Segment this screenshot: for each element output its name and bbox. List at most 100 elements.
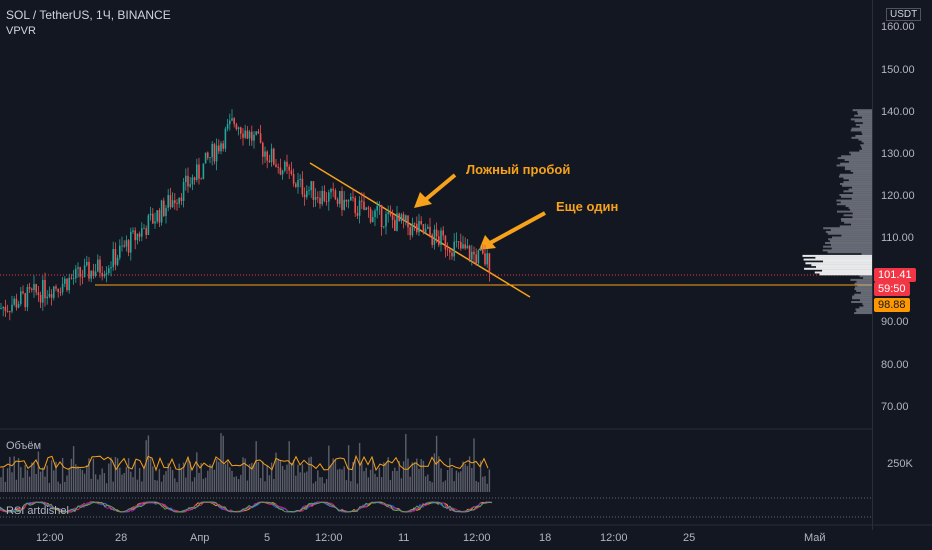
- candle-body: [143, 228, 145, 230]
- volume-bar: [90, 478, 92, 492]
- currency-button[interactable]: USDT: [886, 8, 922, 21]
- volume-bar: [268, 475, 271, 492]
- candle-body: [471, 251, 473, 260]
- vpvr-bar: [836, 199, 872, 202]
- candle-body: [2, 306, 4, 309]
- volume-bar: [24, 464, 26, 492]
- volume-bar: [405, 433, 407, 492]
- candle-body: [127, 240, 130, 253]
- vpvr-bar: [856, 310, 872, 313]
- candle-body: [94, 271, 97, 277]
- candle-body: [310, 181, 312, 191]
- volume-bar: [257, 461, 260, 492]
- candle-body: [178, 197, 180, 204]
- candle-body: [59, 291, 62, 293]
- candle-body: [257, 131, 260, 134]
- candle-body: [268, 160, 271, 162]
- candle-body: [240, 127, 242, 134]
- time-tick: 11: [398, 532, 410, 544]
- candle-body: [152, 213, 154, 224]
- volume-bar: [211, 465, 213, 492]
- volume-bar: [464, 463, 466, 492]
- volume-bar: [369, 469, 372, 492]
- volume-bar: [83, 473, 86, 492]
- candle-body: [422, 224, 425, 233]
- vpvr-bar: [823, 245, 872, 248]
- candle-body: [460, 241, 462, 249]
- volume-bar: [220, 433, 222, 492]
- volume-bar: [409, 476, 411, 492]
- volume-bar: [266, 465, 268, 492]
- time-tick: 5: [264, 532, 271, 544]
- annotation-another-one[interactable]: Еще один: [556, 199, 619, 214]
- volume-bar: [482, 476, 484, 492]
- candle-body: [400, 214, 403, 222]
- volume-bar: [420, 458, 422, 492]
- vpvr-bar: [849, 151, 872, 154]
- volume-bar: [66, 475, 68, 492]
- volume-bar: [440, 468, 442, 492]
- volume-bar: [224, 464, 227, 492]
- vpvr-bar: [857, 112, 872, 115]
- volume-bar: [2, 467, 4, 492]
- volume-bar: [163, 474, 165, 492]
- volume-bar: [321, 477, 323, 492]
- symbol-title[interactable]: SOL / TetherUS, 1Ч, BINANCE: [6, 8, 171, 22]
- volume-bar: [22, 477, 24, 492]
- vpvr-bar: [860, 144, 872, 147]
- volume-bar: [81, 469, 84, 492]
- vpvr-bar: [805, 262, 872, 265]
- vpvr-bar: [825, 230, 872, 233]
- candle-body: [22, 291, 24, 294]
- annotation-false-breakout[interactable]: Ложный пробой: [466, 162, 571, 177]
- candle-body: [70, 277, 73, 279]
- vpvr-bar: [837, 157, 872, 160]
- candle-body: [455, 241, 458, 243]
- volume-bar: [299, 472, 301, 492]
- vpvr-bar: [844, 166, 872, 169]
- candle-body: [451, 252, 453, 257]
- volume-bar: [130, 471, 132, 492]
- candle-body: [158, 210, 161, 223]
- vpvr-bar: [862, 122, 872, 125]
- rsi-line: [0, 501, 493, 513]
- candle-body: [92, 270, 95, 277]
- candle-body: [246, 130, 249, 139]
- candle-body: [226, 124, 229, 129]
- volume-pane-label[interactable]: Объём: [6, 440, 42, 452]
- candle-body: [334, 190, 337, 200]
- volume-bar: [314, 481, 317, 492]
- candle-body: [149, 213, 152, 216]
- arrow-false-breakout: [414, 173, 457, 208]
- candle-body: [288, 166, 290, 171]
- volume-bar: [42, 467, 44, 492]
- volume-bar: [77, 466, 79, 492]
- candle-body: [306, 190, 308, 198]
- volume-bar: [108, 463, 110, 492]
- candle-body: [297, 179, 299, 187]
- candle-body: [101, 272, 103, 277]
- volume-bar: [152, 466, 154, 492]
- volume-bar: [312, 483, 315, 492]
- volume-bar: [281, 466, 284, 492]
- rsi-pane-label[interactable]: RSI artdishel: [6, 505, 69, 517]
- candle-body: [213, 143, 216, 162]
- candle-body: [479, 250, 482, 251]
- candle-body: [277, 167, 279, 168]
- vpvr-bar: [844, 158, 872, 161]
- volume-bar: [378, 467, 381, 492]
- volume-bar: [4, 481, 7, 492]
- candlestick-series: [0, 109, 491, 321]
- indicator-label-vpvr[interactable]: VPVR: [6, 25, 36, 37]
- candle-body: [235, 124, 238, 130]
- vpvr-bar: [844, 168, 872, 171]
- volume-axis-tick: 250K: [887, 458, 913, 470]
- vpvr-bar: [832, 236, 872, 239]
- vpvr-bar: [845, 205, 872, 208]
- candle-body: [103, 274, 106, 277]
- vpvr-bar: [854, 114, 872, 117]
- candle-body: [169, 195, 172, 208]
- price-axis[interactable]: [872, 0, 932, 530]
- candle-body: [424, 228, 427, 233]
